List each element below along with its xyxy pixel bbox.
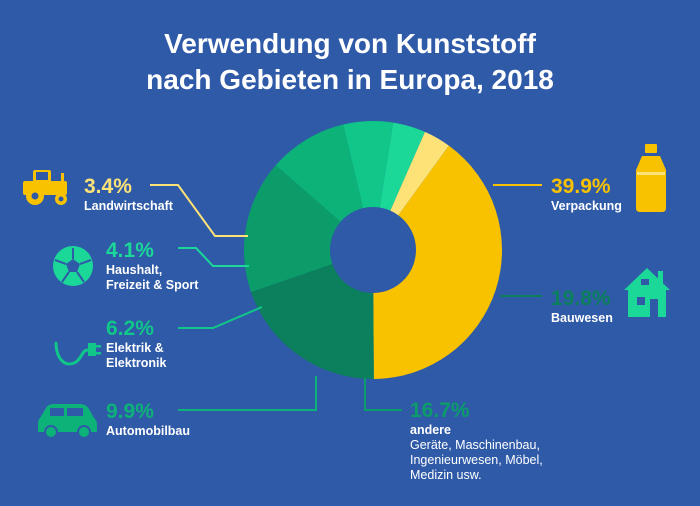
category-label-2: andere [410, 423, 451, 437]
tractor-icon [23, 170, 67, 205]
bottle-icon [636, 144, 666, 212]
house-icon [624, 268, 670, 317]
value-label-4: 6.2% [106, 317, 154, 340]
slice-3 [275, 124, 364, 222]
slice-2 [243, 165, 341, 293]
value-label-1: 19.8% [551, 287, 611, 310]
category-label-5: Freizeit & Sport [106, 278, 199, 292]
value-label-0: 39.9% [551, 175, 611, 198]
leader-line-5 [178, 247, 249, 267]
slice-4 [343, 120, 394, 209]
car-icon [38, 404, 97, 439]
value-label-2: 16.7% [410, 399, 470, 422]
leader-line-3 [178, 376, 317, 411]
leader-line-2 [364, 378, 402, 411]
title-line-2: nach Gebieten in Europa, 2018 [146, 64, 554, 95]
category-sublabel-2: Geräte, Maschinenbau, [410, 438, 540, 452]
category-label-1: Bauwesen [551, 311, 613, 325]
chart-title: Verwendung von Kunststoff nach Gebieten … [0, 26, 700, 98]
leader-line-6 [150, 184, 248, 237]
category-label-3: Automobilbau [106, 424, 190, 438]
icons [23, 144, 670, 439]
slice-0 [373, 145, 503, 379]
category-label-4: Elektronik [106, 356, 166, 370]
leader-lines [150, 184, 542, 411]
ball-icon [53, 246, 93, 286]
slice-labels: 39.9%Verpackung 19.8%Bauwesen 16.7%andereG… [84, 175, 622, 482]
category-label-4: Elektrik & [106, 341, 164, 355]
category-label-5: Haushalt, [106, 263, 162, 277]
category-label-0: Verpackung [551, 199, 622, 213]
category-sublabel-2: Medizin usw. [410, 468, 482, 482]
slice-6 [390, 131, 449, 216]
donut-slices [243, 120, 503, 379]
value-label-3: 9.9% [106, 400, 154, 423]
category-label-6: Landwirtschaft [84, 199, 174, 213]
title-line-1: Verwendung von Kunststoff [164, 28, 536, 59]
slice-5 [379, 122, 425, 211]
leader-line-4 [178, 306, 263, 329]
value-label-6: 3.4% [84, 175, 132, 198]
category-sublabel-2: Ingenieurwesen, Möbel, [410, 453, 543, 467]
value-label-5: 4.1% [106, 239, 154, 262]
slice-1 [251, 264, 374, 379]
plug-icon [54, 341, 101, 366]
